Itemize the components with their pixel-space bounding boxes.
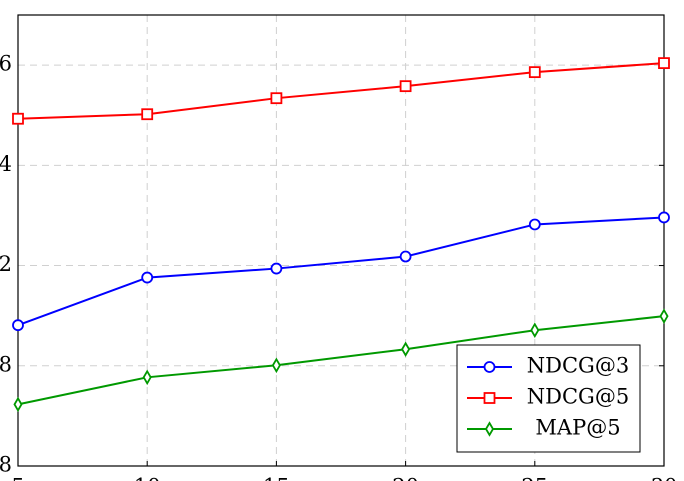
x-tick-label: 10 xyxy=(134,475,161,481)
y-tick-label: 2 xyxy=(0,252,12,276)
marker xyxy=(528,218,541,231)
marker xyxy=(399,80,412,93)
series-line xyxy=(17,315,665,406)
legend-entry: MAP@5 xyxy=(467,416,621,440)
marker xyxy=(271,357,281,374)
marker xyxy=(12,319,24,332)
legend: NDCG@3 NDCG@5 MAP@5 xyxy=(456,344,641,453)
x-tick-label: 25 xyxy=(521,475,548,481)
x-tick-label: 15 xyxy=(263,475,290,481)
marker xyxy=(13,396,23,413)
legend-label: MAP@5 xyxy=(535,416,620,440)
marker xyxy=(658,57,670,70)
marker xyxy=(399,250,412,263)
marker xyxy=(528,66,541,79)
marker xyxy=(401,341,411,358)
x-tick-label: 30 xyxy=(651,475,678,481)
legend-marker xyxy=(484,421,495,437)
marker xyxy=(142,369,152,386)
y-tick-label: 6 xyxy=(0,52,12,76)
marker xyxy=(12,112,24,125)
legend-label: NDCG@3 xyxy=(527,354,629,378)
marker xyxy=(270,262,283,275)
marker xyxy=(659,308,669,324)
y-tick-label: 8 xyxy=(0,352,12,376)
marker xyxy=(141,108,154,121)
x-tick-label: 20 xyxy=(392,475,419,481)
legend-entry: NDCG@5 xyxy=(467,385,629,409)
x-tick-label: 5 xyxy=(11,475,24,481)
y-tick-label: 8 xyxy=(0,453,12,477)
legend-marker xyxy=(483,392,496,404)
marker xyxy=(658,211,670,224)
legend-marker xyxy=(483,361,496,373)
marker xyxy=(141,271,154,284)
marker xyxy=(530,322,540,338)
series-line xyxy=(17,62,665,120)
series-line xyxy=(17,216,665,327)
marker xyxy=(270,92,283,105)
y-tick-label: 4 xyxy=(0,152,12,176)
plot-frame xyxy=(17,14,665,467)
legend-label: NDCG@5 xyxy=(527,385,629,409)
legend-entry: NDCG@3 xyxy=(467,354,629,378)
